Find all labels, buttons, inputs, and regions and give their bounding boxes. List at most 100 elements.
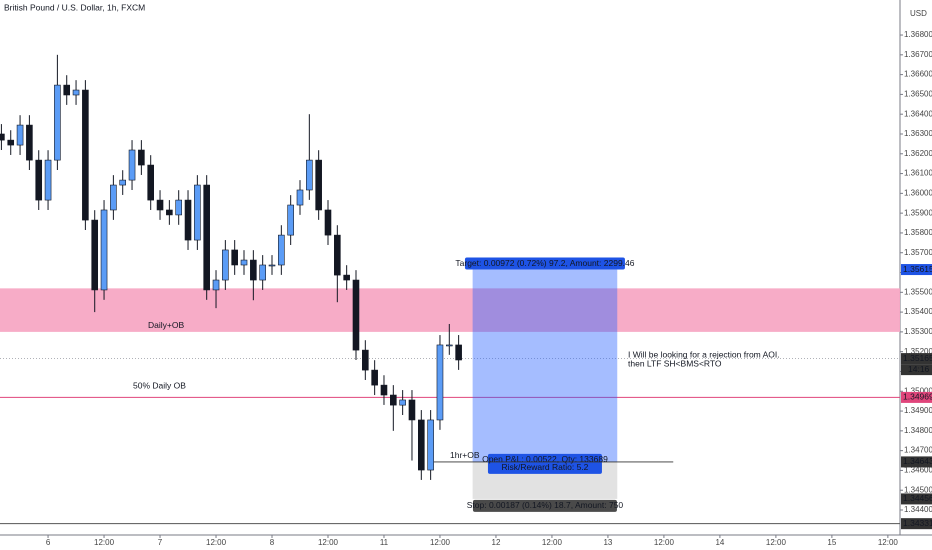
candle-body — [362, 349, 369, 371]
y-tick-label: 1.36400 — [904, 109, 932, 118]
target-price: 1.35615 — [903, 264, 932, 274]
entry-price: 1.34643 — [903, 456, 932, 466]
candle-body — [147, 164, 154, 201]
y-tick-label: 1.35300 — [904, 327, 932, 336]
x-tick-label: 12 — [492, 538, 501, 547]
candle-body — [446, 344, 453, 347]
candle-body — [35, 159, 43, 201]
candle-body — [268, 264, 276, 267]
candle-body — [287, 204, 294, 236]
candle-body — [184, 199, 192, 241]
candle-body — [72, 89, 80, 96]
order-block-zone — [0, 288, 900, 332]
target-label: Target: 0.00972 (0.72%) 97.2, Amount: 22… — [455, 258, 634, 268]
candle-body — [82, 89, 89, 221]
candle-body — [100, 209, 108, 291]
y-tick-label: 1.36600 — [904, 70, 932, 79]
y-tick-label: 1.36800 — [904, 30, 932, 39]
candle-body — [175, 199, 182, 216]
candle-body — [91, 219, 99, 291]
candle-body — [399, 399, 406, 406]
candle-body — [352, 279, 360, 351]
candle-body — [203, 184, 210, 291]
countdown: 14:16 — [908, 364, 930, 374]
half-ob-price-bg — [901, 391, 932, 403]
plot: Daily+OB 50% Daily OB Target: 0.00972 (0.7… — [0, 54, 900, 525]
y-tick-label: 1.35000 — [904, 386, 932, 395]
y-tick-label: 1.35900 — [904, 208, 932, 217]
candle-body — [16, 124, 24, 146]
pnl-bg — [487, 453, 602, 474]
stop-price: 1.34456 — [903, 493, 932, 503]
x-tick-label: 11 — [380, 538, 389, 547]
x-tick-label: 12:00 — [654, 538, 675, 547]
x-tick-label: 14 — [715, 538, 724, 547]
y-tick-label: 1.34800 — [904, 426, 932, 435]
candle-body — [455, 344, 462, 361]
candle-body — [166, 209, 173, 216]
x-tick-label: 12:00 — [542, 538, 563, 547]
profit-zone — [472, 269, 618, 462]
y-tick-label: 1.35200 — [904, 347, 932, 356]
candle-body — [44, 159, 52, 201]
x-tick-label: 15 — [827, 538, 836, 547]
entry-price-bg — [901, 456, 932, 468]
x-tick-label: 12:00 — [430, 538, 451, 547]
chart-title: British Pound / U.S. Dollar, 1h, FXCM — [4, 2, 145, 12]
note-line: I Will be looking for a rejection from A… — [628, 349, 780, 359]
candle-body — [63, 84, 71, 96]
y-tick-label: 1.36500 — [904, 90, 932, 99]
candle-body — [194, 184, 201, 241]
x-tick-label: 13 — [603, 538, 612, 547]
candle-body — [138, 149, 145, 166]
candle-body — [380, 384, 388, 396]
candle-body — [436, 344, 444, 421]
candle-body — [390, 394, 397, 406]
candle-body — [156, 199, 164, 211]
stop-price-bg — [901, 493, 932, 505]
y-tick-label: 1.36000 — [904, 188, 932, 197]
y-tick-label: 1.36700 — [904, 50, 932, 59]
current-price-bg — [901, 353, 932, 365]
candle-body — [26, 124, 33, 161]
candle-body — [110, 184, 117, 211]
half-ob-label: 50% Daily OB — [133, 381, 186, 391]
candle-body — [119, 179, 127, 186]
candle-body — [334, 234, 341, 276]
stop-label: Stop: 0.00187 (0.14%) 18.7, Amount: 750 — [467, 500, 624, 510]
rr-label: Risk/Reward Ratio: 5.2 — [501, 462, 588, 472]
x-tick-label: 12:00 — [206, 538, 227, 547]
candle-body — [296, 189, 304, 206]
x-tick-label: 12:00 — [318, 538, 339, 547]
candle-body — [418, 419, 425, 471]
y-tick-label: 1.34900 — [904, 406, 932, 415]
x-tick-label: 12:00 — [94, 538, 115, 547]
candle-body — [278, 234, 285, 266]
y-tick-label: 1.34500 — [904, 485, 932, 494]
candle-body — [343, 274, 350, 281]
stop-label-bg — [472, 499, 617, 512]
candle-body — [324, 209, 332, 236]
y-tick-label: 1.34600 — [904, 466, 932, 475]
y-tick-label: 1.35400 — [904, 307, 932, 316]
ob-label: 1hr+OB — [450, 450, 480, 460]
y-tick-label: 1.35500 — [904, 287, 932, 296]
note-line: then LTF SH<BMS<RTO — [628, 358, 722, 368]
x-tick-label: 12:00 — [878, 538, 899, 547]
base-price-bg — [901, 518, 932, 530]
countdown-bg — [901, 364, 932, 376]
candle-body — [259, 264, 266, 281]
currency: USD — [910, 9, 927, 18]
target-price-bg — [901, 264, 932, 276]
candle-body — [306, 159, 313, 191]
y-tick-label: 1.36300 — [904, 129, 932, 138]
target-label-bg — [464, 257, 625, 270]
candle-body — [7, 139, 15, 146]
x-tick-label: 7 — [158, 538, 163, 547]
zone-label: Daily+OB — [148, 320, 184, 330]
candle-body — [0, 133, 5, 141]
candle-body — [315, 159, 322, 211]
candle-body — [240, 259, 248, 266]
y-tick-label: 1.35700 — [904, 248, 932, 257]
